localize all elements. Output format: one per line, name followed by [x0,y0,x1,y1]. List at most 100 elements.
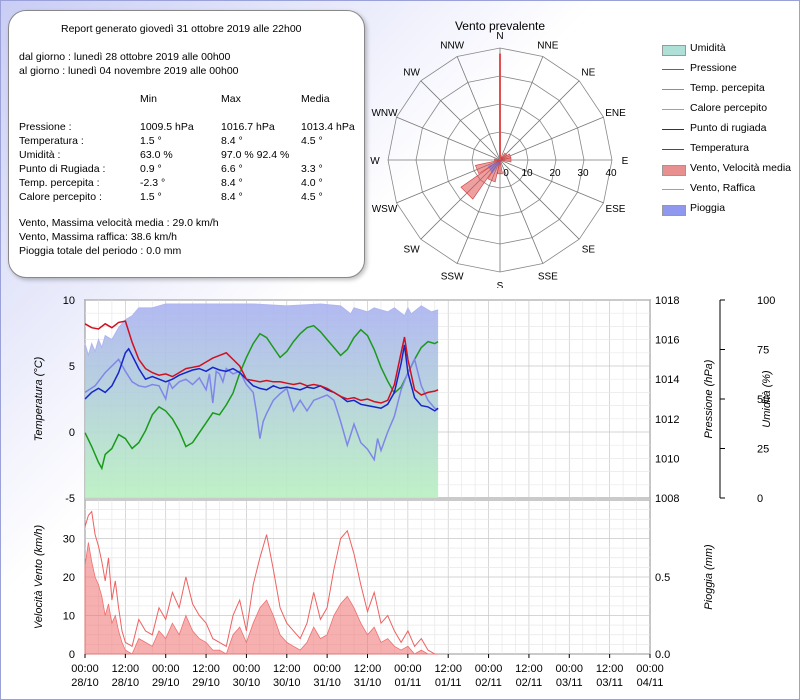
x-tick-date: 31/10 [313,677,341,689]
legend-swatch [662,189,684,190]
rose-spoke [499,116,604,161]
x-tick-date: 30/10 [273,677,301,689]
rose-direction-label: WNW [371,108,398,119]
rose-radial-tick: 40 [605,168,617,179]
rose-direction-label: S [497,281,504,288]
x-tick-date: 28/10 [71,677,99,689]
row-min: 1.5 ° [140,135,162,147]
rose-spoke [499,159,604,204]
rose-radial-tick: 0 [503,168,509,179]
row-avg: 4.5 ° [301,191,323,203]
x-tick-date: 29/10 [152,677,180,689]
legend-swatch [662,149,684,150]
humidity-area [85,304,439,498]
y3-axis-title: Umidità (%) [761,370,773,428]
x-tick-date: 02/11 [516,677,543,689]
rose-direction-label: ESE [605,204,625,215]
rose-direction-label: NW [403,68,420,79]
wind-y-tick-label: 0 [69,649,75,661]
rose-title: Vento prevalente [455,19,545,33]
row-label: Temperatura : [19,135,84,147]
x-tick-date: 04/11 [637,677,664,689]
rose-calm-patch [488,160,502,174]
wind-avg-max: Vento, Massima velocità media : 29.0 km/… [19,217,219,229]
row-max: 6.6 ° [221,163,243,175]
row-avg: 4.0 ° [301,177,323,189]
y3-tick-label: 25 [757,444,769,456]
rain-total: Pioggia totale del periodo : 0.0 mm [19,245,182,257]
rose-direction-label: ENE [605,108,626,119]
rose-direction-label: NE [581,68,595,79]
legend-label: Calore percepito [690,102,768,114]
rose-direction-label: NNW [440,41,464,52]
x-tick-time: 12:00 [192,663,220,675]
row-max: 1016.7 hPa [221,121,275,133]
col-min-header: Min [140,93,157,105]
rose-radial-tick: 20 [549,168,561,179]
x-tick-date: 03/11 [596,677,623,689]
row-min: 0.9 ° [140,163,162,175]
legend-label: Vento, Raffica [690,182,756,194]
y3-tick-label: 50 [757,394,769,406]
x-tick-date: 01/11 [435,677,462,689]
y-tick-label: 5 [69,361,75,373]
legend-swatch [662,205,686,216]
rain-y-tick-label: 0.5 [655,572,670,584]
rose-direction-label: SSW [441,271,464,282]
series-line [84,344,439,412]
x-tick-date: 29/10 [192,677,220,689]
wind-y-tick-label: 10 [63,611,75,623]
rose-spoke [420,80,501,161]
rose-direction-label: SSE [538,271,558,282]
legend-swatch [662,69,684,70]
rose-spoke [499,159,544,264]
y2-tick-label: 1018 [655,295,679,307]
x-tick-time: 00:00 [152,663,180,675]
col-max-header: Max [221,93,241,105]
x-tick-time: 00:00 [313,663,341,675]
rose-radial-tick: 30 [577,168,589,179]
humidity-line [84,303,439,358]
y-tick-label: 0 [69,427,75,439]
row-min: 1.5 ° [140,191,162,203]
row-label: Calore percepito : [19,191,102,203]
legend-item: Temp. percepita [662,82,792,96]
legend-swatch [662,165,686,176]
legend-label: Vento, Velocità media [690,162,791,174]
row-label: Umidità : [19,149,61,161]
wind-average-area [84,542,439,655]
row-min: 1009.5 hPa [140,121,194,133]
legend-label: Pioggia [690,202,726,214]
rain-y-tick-label: 0.0 [655,649,670,661]
row-avg: 3.3 ° [301,163,323,175]
wind-y-tick-label: 20 [63,572,75,584]
x-tick-time: 00:00 [71,663,99,675]
legend-item: Pioggia [662,202,792,216]
legend-item: Temperatura [662,142,792,156]
x-tick-time: 00:00 [636,663,664,675]
x-tick-date: 30/10 [233,677,261,689]
row-max: 8.4 ° [221,191,243,203]
row-min: 63.0 % [140,149,173,161]
rose-sector [499,157,512,163]
rose-spoke [499,56,544,161]
legend-label: Temp. percepita [690,82,765,94]
legend-label: Pressione [690,62,737,74]
wind-y-tick-label: 30 [63,534,75,546]
rose-direction-label: W [370,156,380,167]
y-axis-title: Temperatura (°C) [33,356,45,441]
y2-tick-label: 1014 [655,374,679,386]
report-from: dal giorno : lunedì 28 ottobre 2019 alle… [19,51,231,63]
x-tick-date: 03/11 [556,677,583,689]
row-avg: 4.5 ° [301,135,323,147]
x-tick-date: 28/10 [112,677,140,689]
rose-direction-label: SE [582,244,596,255]
row-min: -2.3 ° [140,177,166,189]
row-max: 8.4 ° [221,177,243,189]
y3-tick-label: 75 [757,345,769,357]
rose-spoke [396,116,501,161]
rose-direction-label: NNE [537,41,558,52]
row-label: Temp. percepita : [19,177,100,189]
rose-radial-tick: 10 [521,168,533,179]
legend-swatch [662,89,684,90]
